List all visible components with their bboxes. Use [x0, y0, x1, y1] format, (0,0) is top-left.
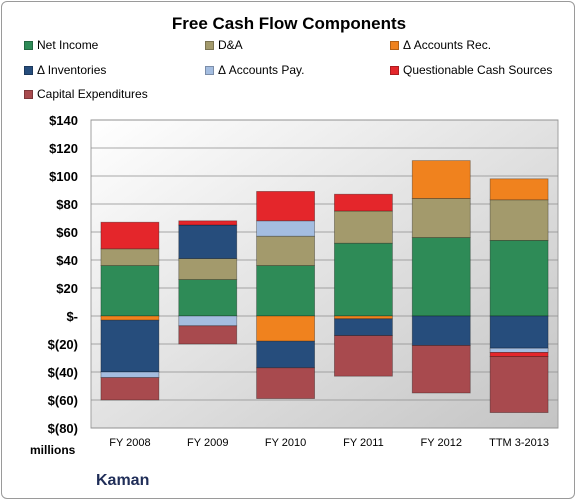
bar-segment: [178, 220, 238, 226]
legend-item: Capital Expenditures: [24, 87, 148, 101]
x-tick-label: FY 2008: [109, 437, 150, 449]
bar-segment: [334, 318, 393, 336]
bar-segment: [256, 340, 315, 369]
legend-swatch: [205, 40, 214, 50]
y-tick-label: $60: [56, 225, 78, 240]
y-tick-label: $(80): [48, 421, 78, 436]
bar-segment: [100, 248, 160, 267]
plot-area: [90, 119, 559, 429]
x-tick-label: FY 2012: [421, 437, 462, 449]
legend-label: Δ Accounts Rec.: [403, 38, 492, 52]
bar-segment: [489, 347, 549, 353]
bar-segment: [411, 315, 471, 346]
legend-swatch: [24, 40, 33, 50]
bar-segment: [334, 335, 393, 377]
legend-item: Questionable Cash Sources: [390, 63, 552, 77]
legend-label: Δ Inventories: [37, 63, 107, 77]
bar-segment: [100, 319, 160, 373]
bar-segment: [489, 199, 549, 241]
x-tick-label: FY 2011: [343, 437, 384, 449]
legend-item: Δ Accounts Pay.: [205, 63, 305, 77]
y-tick-label: $20: [56, 281, 78, 296]
bar-segment: [489, 178, 549, 201]
y-tick-label: $-: [66, 309, 78, 324]
bar-segment: [178, 258, 238, 281]
bar-segment: [256, 190, 315, 222]
bar-segment: [256, 265, 315, 317]
bar-segment: [256, 367, 315, 399]
chart-title: Free Cash Flow Components: [171, 14, 407, 33]
legend-swatch: [205, 65, 214, 75]
bar-segment: [489, 239, 549, 317]
units-label: millions: [30, 443, 76, 457]
bar-segment: [334, 315, 393, 320]
legend-item: Net Income: [24, 38, 98, 52]
y-tick-label: $(40): [48, 365, 78, 380]
x-tick-label: FY 2009: [187, 437, 228, 449]
y-tick-label: $120: [49, 141, 78, 156]
bar-segment: [178, 325, 238, 345]
legend-swatch: [24, 65, 33, 75]
y-tick-label: $(20): [48, 337, 78, 352]
bar-segment: [100, 265, 160, 317]
bar-segment: [334, 210, 393, 244]
x-tick-label: FY 2010: [265, 437, 306, 449]
bar-segment: [100, 315, 160, 321]
bar-segment: [334, 193, 393, 212]
bar-segment: [411, 160, 471, 199]
y-tick-label: $40: [56, 253, 78, 268]
bar-segment: [334, 242, 393, 317]
bar-segment: [178, 224, 238, 259]
bar-segment: [100, 371, 160, 378]
y-tick-label: $(60): [48, 393, 78, 408]
bar-segment: [489, 356, 549, 414]
legend-item: Δ Accounts Rec.: [390, 38, 491, 52]
y-tick-label: $80: [56, 197, 78, 212]
x-tick-label: TTM 3-2013: [489, 437, 549, 449]
company-name: Kaman: [96, 472, 150, 489]
legend-swatch: [390, 65, 399, 75]
bar-segment: [411, 197, 471, 238]
bar-segment: [411, 344, 471, 394]
legend-label: Δ Accounts Pay.: [218, 63, 305, 77]
legend-label: Questionable Cash Sources: [403, 63, 553, 77]
legend-item: Δ Inventories: [24, 63, 106, 77]
bar-segment: [178, 279, 238, 317]
legend-swatch: [390, 40, 399, 50]
bar-segment: [256, 315, 315, 342]
bar-segment: [489, 351, 549, 357]
bar-segment: [178, 315, 238, 327]
y-tick-label: $140: [49, 113, 78, 128]
bar-segment: [256, 235, 315, 266]
legend-label: D&A: [218, 38, 243, 52]
legend-label: Net Income: [37, 38, 99, 52]
y-tick-label: $100: [49, 169, 78, 184]
legend-label: Capital Expenditures: [37, 87, 148, 101]
bar-segment: [256, 220, 315, 237]
bar-segment: [411, 237, 471, 317]
legend-item: D&A: [205, 38, 243, 52]
bar-segment: [100, 377, 160, 401]
bar-segment: [100, 221, 160, 250]
bar-segment: [489, 315, 549, 349]
legend-swatch: [24, 89, 33, 99]
